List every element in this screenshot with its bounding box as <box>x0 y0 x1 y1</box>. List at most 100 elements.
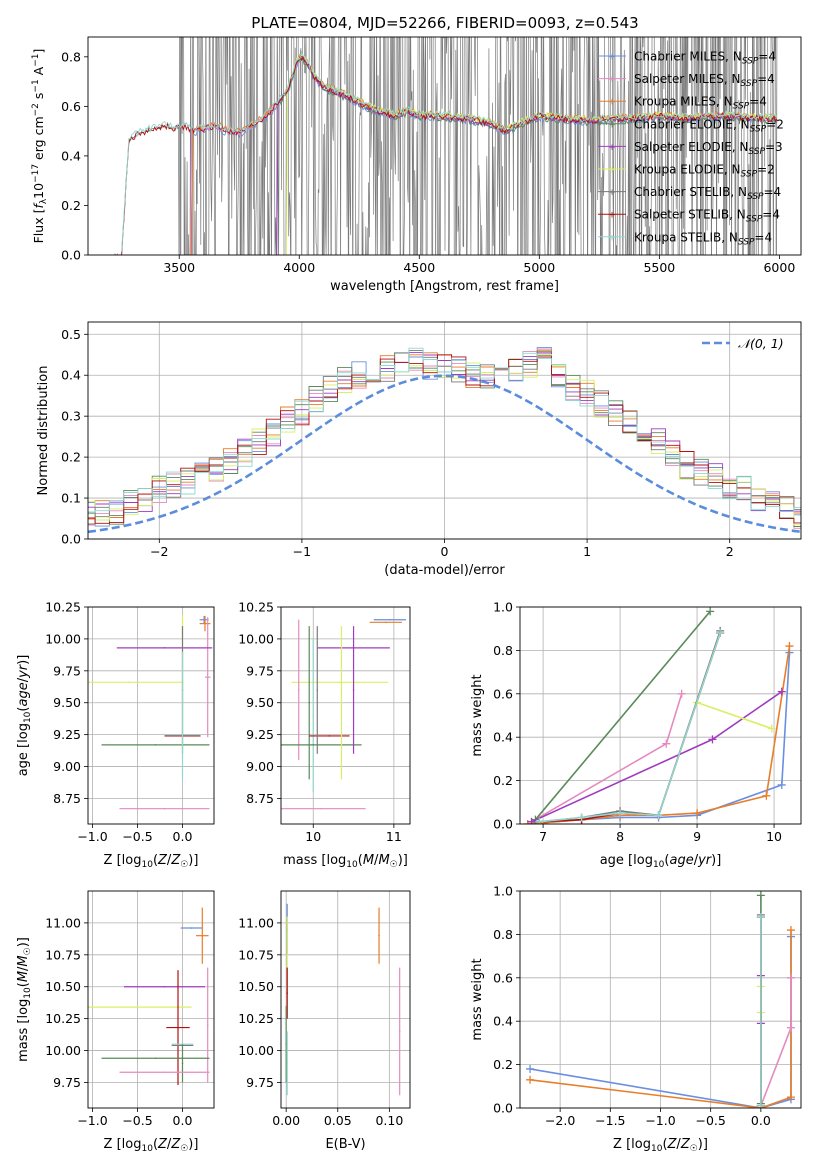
data-point <box>352 689 355 691</box>
data-point <box>286 954 288 956</box>
y-tick-label: 0.6 <box>61 99 81 114</box>
data-point <box>398 1030 401 1033</box>
histogram-step <box>88 353 801 526</box>
y-tick-label: 0.6 <box>493 686 513 701</box>
series-marker <box>716 629 725 638</box>
error-bars <box>88 614 213 810</box>
series-marker <box>767 724 776 733</box>
x-tick-label: 4500 <box>403 260 435 275</box>
series-marker <box>786 1023 795 1032</box>
x-axis-label: Z [log10(Z/Z☉)] <box>613 1137 708 1154</box>
y-tick-label: 1.0 <box>493 884 513 899</box>
y-tick-label: 9.25 <box>53 727 81 742</box>
data-point <box>312 714 315 717</box>
histogram-step <box>88 354 801 524</box>
legend-marker: + <box>608 98 616 108</box>
x-tick-label: −0.5 <box>122 1113 152 1128</box>
data-point <box>286 992 288 994</box>
x-tick-label: 0.00 <box>272 1113 300 1128</box>
series-marker <box>654 811 663 820</box>
series-line <box>527 652 791 824</box>
y-axis-label: age [log10(age/yr)] <box>16 655 33 777</box>
series-line <box>539 632 721 823</box>
y-tick-label: 10.50 <box>45 979 81 994</box>
legend-marker: + <box>608 166 616 176</box>
series-line <box>696 701 772 730</box>
data-point <box>297 689 300 691</box>
x-axis-label: wavelength [Angstrom, rest frame] <box>330 279 559 294</box>
y-tick-label: 10.00 <box>45 1043 81 1058</box>
x-tick-label: 0.10 <box>375 1113 403 1128</box>
y-tick-label: 9.50 <box>246 695 274 710</box>
data-point <box>181 714 184 717</box>
y-tick-label: 9.00 <box>53 759 81 774</box>
data-point <box>206 1024 209 1026</box>
series-marker <box>786 973 795 982</box>
x-tick-label: 8 <box>616 829 624 844</box>
y-tick-label: 10.00 <box>238 1043 274 1058</box>
y-tick-label: 10.25 <box>238 600 274 615</box>
y-tick-label: 8.75 <box>53 791 81 806</box>
series-line <box>760 977 792 1107</box>
y-axis-label: mass weight <box>470 674 485 756</box>
y-tick-label: 0.8 <box>493 927 513 942</box>
x-tick-label: −2 <box>150 544 168 559</box>
y-tick-label: 0.0 <box>61 532 81 547</box>
y-tick-label: 0.4 <box>493 730 513 745</box>
data-point <box>340 701 343 704</box>
y-tick-label: 0.8 <box>493 643 513 658</box>
series-line <box>534 610 711 821</box>
data-point <box>385 621 387 624</box>
series-marker <box>785 642 794 651</box>
x-axis-label: E(B-V) <box>325 1137 365 1152</box>
x-tick-label: 10 <box>305 829 321 844</box>
residuals-panel: −2 −1 0 1 2 0.0 0.1 0.2 0.3 0.4 0.5 (data-model)/er… <box>36 321 802 578</box>
spectrum-panel: 3500 4000 4500 5000 5500 6000 0.0 0.2 0.4 0.6 0.8 w… <box>31 36 802 294</box>
data-point <box>312 744 315 746</box>
y-tick-label: 0.2 <box>61 450 81 465</box>
series-marker <box>786 1093 795 1102</box>
y-tick-label: 11.00 <box>45 915 81 930</box>
mass-weight-vs-age-panel: 7 8 9 10 0.0 0.2 0.4 0.6 0.8 1.0 age [log10(age/yr… <box>470 600 802 870</box>
data-point <box>127 681 130 684</box>
legend-marker: + <box>608 75 616 85</box>
x-tick-label: −1.0 <box>645 1113 675 1128</box>
series-marker <box>616 809 625 818</box>
x-tick-label: 11 <box>386 829 402 844</box>
series-marker <box>662 739 671 748</box>
x-tick-label: 10 <box>766 829 782 844</box>
y-tick-label: 9.75 <box>246 1075 274 1090</box>
y-tick-label: 0.4 <box>61 368 81 383</box>
y-axis-label: mass [log10(M/M☉)] <box>16 937 33 1062</box>
x-tick-label: 0.0 <box>173 829 193 844</box>
y-tick-label: 9.25 <box>246 727 274 742</box>
legend-marker: + <box>608 53 616 63</box>
series-marker <box>526 1064 535 1073</box>
legend-marker: + <box>608 120 616 130</box>
data-point <box>201 934 204 937</box>
data-point <box>136 1006 139 1008</box>
y-tick-label: 0.0 <box>493 817 513 832</box>
data-point <box>286 1062 288 1065</box>
y-tick-label: 0.3 <box>61 409 81 424</box>
y-tick-label: 0.0 <box>493 1101 513 1116</box>
y-tick-label: 8.75 <box>246 791 274 806</box>
y-tick-label: 10.25 <box>45 600 81 615</box>
x-tick-label: 9 <box>693 829 701 844</box>
series-marker <box>527 817 536 824</box>
y-tick-label: 0.5 <box>61 327 81 342</box>
y-tick-label: 0.0 <box>61 248 81 263</box>
legend: + Chabrier MILES, NSSP=4 + Salpeter MILES, … <box>598 50 784 247</box>
legend-label: Chabrier STELIB, NSSP=4 <box>634 185 781 202</box>
y-tick-label: 0.4 <box>493 1014 513 1029</box>
axes-frame <box>87 321 802 540</box>
series-marker <box>762 791 771 800</box>
legend-label: Chabrier ELODIE, NSSP=2 <box>634 117 784 134</box>
weight-series <box>526 891 795 1108</box>
y-tick-label: 9.75 <box>246 663 274 678</box>
data-point <box>181 1062 184 1065</box>
mass-vs-ebv-panel: 0.00 0.05 0.10 9.75 10.00 10.25 10.50 10.75 11.0… <box>238 890 411 1152</box>
x-tick-label: −0.5 <box>122 829 152 844</box>
data-point <box>190 927 193 929</box>
gaussian-curve <box>88 374 801 534</box>
